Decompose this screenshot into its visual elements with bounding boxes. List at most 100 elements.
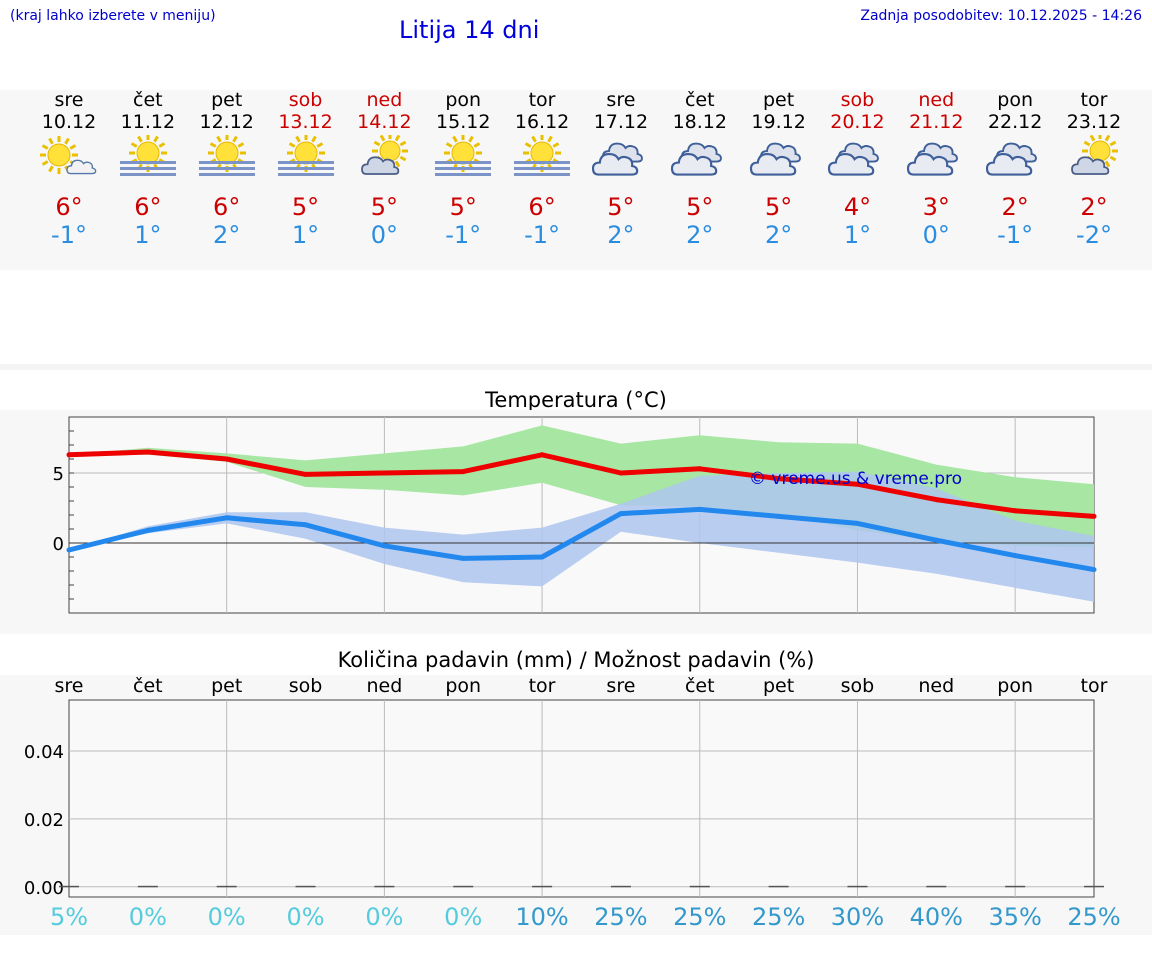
precipitation-bar (926, 885, 947, 888)
max-temp-point (1091, 513, 1097, 519)
day-column: sob 20.12 4° 1° (817, 89, 897, 249)
max-temp-point (854, 481, 860, 487)
precip-day-label: sob (288, 675, 323, 697)
day-date: 20.12 (830, 111, 885, 133)
day-date: 10.12 (41, 111, 97, 133)
max-temp: 5° (764, 193, 793, 221)
precipitation-bar (453, 885, 474, 888)
max-temp-point (303, 471, 309, 477)
day-name: čet (684, 89, 715, 111)
precip-day-label: čet (684, 675, 715, 697)
precip-day-label: tor (528, 675, 556, 697)
precipitation-bar (374, 885, 395, 888)
min-temp-point (66, 547, 72, 553)
day-column: pet 12.12 6° 2° (187, 89, 267, 249)
precip-chance-label: 35% (988, 903, 1042, 931)
max-temp: 2° (1080, 193, 1108, 221)
day-column: pon 22.12 2° -1° (975, 89, 1055, 249)
y-tick-label: 0.02 (24, 810, 64, 831)
day-date: 22.12 (987, 111, 1043, 133)
min-temp-point (145, 527, 151, 533)
precip-chance-label: 40% (909, 903, 963, 931)
max-temp-point (460, 469, 466, 475)
max-temp-point (1012, 508, 1018, 514)
max-temp-point (145, 449, 151, 455)
min-temp: -1° (51, 221, 87, 249)
max-temp: 5° (291, 193, 320, 221)
sun-fog-icon (502, 134, 582, 185)
cloudy-icon (896, 135, 976, 185)
precip-day-label: ned (366, 675, 403, 697)
watermark: © vreme.us & vreme.pro (749, 469, 962, 489)
cloudy-icon (739, 135, 819, 185)
day-name: sob (840, 89, 875, 111)
temperature-chart-title: Temperatura (°C) (485, 388, 667, 412)
cloudy-icon (975, 135, 1055, 185)
day-name: sob (288, 89, 323, 111)
precip-chance-label: 0% (207, 903, 246, 931)
precip-chance-label: 0% (128, 903, 167, 931)
min-temp-point (618, 511, 624, 517)
max-temp: 5° (449, 193, 477, 221)
max-temp-point (539, 452, 545, 458)
min-temp-point (539, 554, 545, 560)
temperature-chart: 0 5 © vreme.us & vreme.pro (53, 416, 1097, 614)
min-temp-point (381, 543, 387, 549)
cloudy-icon (581, 135, 661, 185)
precip-chance-label: 0% (365, 903, 404, 931)
precipitation-bar (216, 885, 237, 888)
min-temp-point (1091, 567, 1097, 573)
day-name: pet (211, 89, 243, 111)
max-temp-point (66, 452, 72, 458)
precipitation-chart-title: Količina padavin (mm) / Možnost padavin … (337, 648, 815, 672)
daily-forecast-band (0, 90, 1152, 270)
location-menu-hint: (kraj lahko izberete v meniju) (10, 8, 216, 24)
day-date: 13.12 (278, 111, 333, 133)
precipitation-chart: 0.00 0.02 0.04 (24, 699, 1104, 899)
day-name: tor (1080, 89, 1108, 111)
min-temp: 1° (291, 221, 320, 249)
precip-chance-label: 10% (515, 903, 569, 931)
precip-chance-label: 30% (830, 903, 885, 931)
min-temp: 2° (686, 221, 714, 249)
sun-cloud-icon (29, 135, 109, 185)
day-date: 19.12 (751, 111, 806, 133)
precipitation-bar (1084, 885, 1104, 888)
precipitation-bar (532, 885, 553, 888)
y-tick-label: 5 (53, 464, 64, 485)
min-temp: -1° (997, 221, 1034, 249)
precip-day-label: sob (840, 675, 875, 697)
max-temp: 6° (55, 193, 83, 221)
max-temp: 5° (370, 193, 399, 221)
day-date: 12.12 (199, 111, 254, 133)
max-temp-point (697, 466, 703, 472)
min-temp: 2° (607, 221, 635, 249)
precip-chance-label: 0% (444, 903, 483, 931)
precip-day-label: pon (997, 675, 1033, 697)
max-temp-point (776, 476, 782, 482)
precip-day-label: ned (918, 675, 955, 697)
day-column: čet 18.12 5° 2° (660, 89, 740, 249)
day-column: sre 17.12 5° 2° (581, 89, 661, 249)
precipitation-bar (137, 885, 158, 888)
day-column: čet 11.12 6° 1° (108, 89, 188, 249)
precipitation-bar (768, 885, 789, 888)
separator (0, 364, 1152, 370)
day-column: pet 19.12 5° 2° (739, 89, 819, 249)
y-tick-label: 0 (53, 534, 64, 555)
precipitation-bar (610, 885, 631, 888)
min-temp-point (1012, 553, 1018, 559)
precipitation-bar (295, 885, 316, 888)
precip-day-label: pon (445, 675, 482, 697)
day-name: čet (133, 89, 163, 111)
min-temp: 1° (843, 221, 872, 249)
page-title: Litija 14 dni (399, 16, 540, 44)
max-temp: 6° (213, 193, 241, 221)
cloudy-icon (817, 135, 897, 185)
min-temp: 0° (922, 221, 950, 249)
max-temp-point (224, 456, 230, 462)
day-name: pet (763, 89, 795, 111)
min-temp-point (697, 506, 703, 512)
day-name: sre (606, 89, 636, 111)
sun-fog-icon (108, 134, 188, 185)
